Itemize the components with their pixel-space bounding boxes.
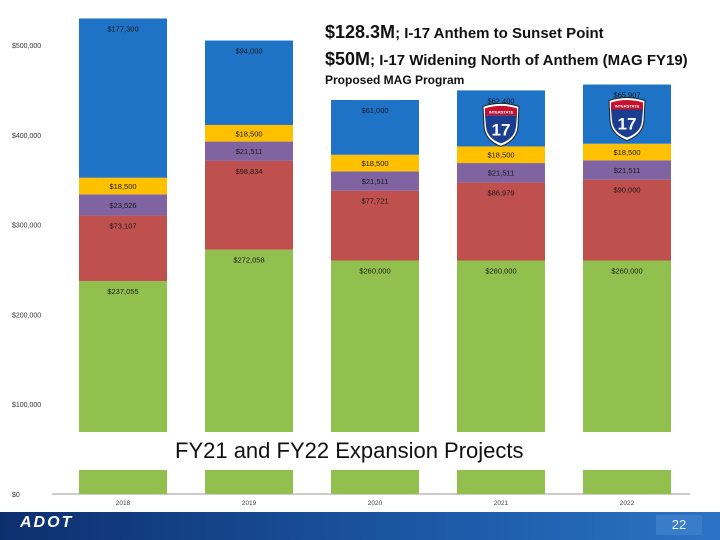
data-label: $94,000	[235, 47, 262, 56]
y-tick-label: $500,000	[12, 43, 41, 50]
annotation-line-3: Proposed MAG Program	[325, 73, 465, 87]
data-label: $237,055	[107, 287, 138, 296]
bar-segment	[331, 99, 419, 155]
bar-segment	[205, 124, 293, 142]
shield-top-band	[611, 100, 643, 110]
chart-title: FY21 and FY22 Expansion Projects	[175, 438, 524, 463]
bar-segment	[583, 160, 671, 180]
bar-segment	[457, 146, 545, 164]
shield-number: 17	[618, 115, 637, 134]
data-label: $90,000	[613, 186, 640, 195]
y-tick-label: $400,000	[12, 133, 41, 140]
data-label: $18,500	[235, 129, 262, 138]
interstate-17-shield-icon: INTERSTATE 17	[608, 97, 646, 142]
data-labels: $237,055 $73,107 $23,526 $18,500 $177,300 $27…	[107, 24, 642, 296]
data-label: $260,000	[359, 266, 390, 275]
data-label: $260,000	[485, 266, 516, 275]
x-tick-label: 2022	[620, 500, 635, 507]
adot-logo: ADOT	[20, 514, 74, 531]
bar-segment	[331, 171, 419, 191]
shield-number: 17	[492, 120, 511, 139]
y-tick-label: $0	[12, 492, 20, 499]
interstate-shields: INTERSTATE 17 INTERSTATE 17	[482, 97, 646, 147]
annotation-text-2: ; I-17 Widening North of Anthem (MAG FY1…	[370, 52, 688, 69]
bar-segment	[457, 163, 545, 183]
bar-segment	[205, 40, 293, 125]
bar-segment	[331, 154, 419, 172]
annotation-line-2: $50M; I-17 Widening North of Anthem (MAG…	[325, 49, 688, 70]
data-label: $21,511	[362, 177, 389, 186]
shield-body	[485, 115, 517, 144]
data-label: $77,721	[361, 197, 388, 206]
annotation-line-1: $128.3M; I-17 Anthem to Sunset Point	[325, 22, 604, 43]
x-tick-label: 2020	[368, 500, 383, 507]
bar-segment	[79, 215, 167, 282]
x-tick-label: 2018	[116, 500, 131, 507]
data-label: $21,511	[614, 166, 641, 175]
annotation-amount-1: $128.3M	[325, 22, 396, 42]
data-label: $272,058	[233, 256, 264, 265]
data-label: $177,300	[107, 24, 138, 33]
annotation-amount-2: $50M	[325, 49, 371, 69]
title-band	[0, 432, 720, 470]
slide-number: 22	[656, 515, 702, 535]
shield-top-text: INTERSTATE	[489, 109, 514, 114]
data-label: $65,907	[613, 91, 640, 100]
bar-segment	[583, 143, 671, 161]
x-axis: 2018 2019 2020 2021 2022	[116, 500, 635, 507]
data-label: $61,000	[361, 106, 388, 115]
data-label: $18,500	[487, 151, 514, 160]
shield-body	[611, 109, 643, 138]
data-label: $18,500	[109, 182, 136, 191]
bar-segment	[583, 179, 671, 261]
y-tick-label: $300,000	[12, 223, 41, 230]
shield-top-text: INTERSTATE	[615, 104, 640, 109]
data-label: $62,400	[487, 96, 514, 105]
bar-segment	[205, 141, 293, 161]
annotation-text-1: ; I-17 Anthem to Sunset Point	[395, 25, 604, 42]
bar-segment	[457, 182, 545, 261]
data-label: $73,107	[109, 221, 136, 230]
bars	[79, 18, 671, 494]
data-label: $21,511	[236, 147, 263, 156]
shield-top-band	[485, 105, 517, 116]
bar-segment	[331, 190, 419, 261]
bar-segment	[79, 194, 167, 216]
data-label: $18,500	[613, 148, 640, 157]
bar-segment	[79, 18, 167, 178]
data-label: $21,511	[488, 169, 515, 178]
x-tick-label: 2019	[242, 500, 257, 507]
interstate-17-shield-icon: INTERSTATE 17	[482, 102, 520, 147]
data-label: $260,000	[611, 266, 642, 275]
x-tick-label: 2021	[494, 500, 509, 507]
y-tick-label: $200,000	[12, 312, 41, 319]
bar-segment	[79, 177, 167, 195]
data-label: $98,834	[235, 167, 262, 176]
footer-bar	[0, 512, 720, 540]
data-label: $18,500	[361, 159, 388, 168]
data-label: $86,979	[487, 188, 514, 197]
bar-segment	[205, 160, 293, 250]
data-label: $23,526	[109, 201, 136, 210]
y-tick-label: $100,000	[12, 402, 41, 409]
